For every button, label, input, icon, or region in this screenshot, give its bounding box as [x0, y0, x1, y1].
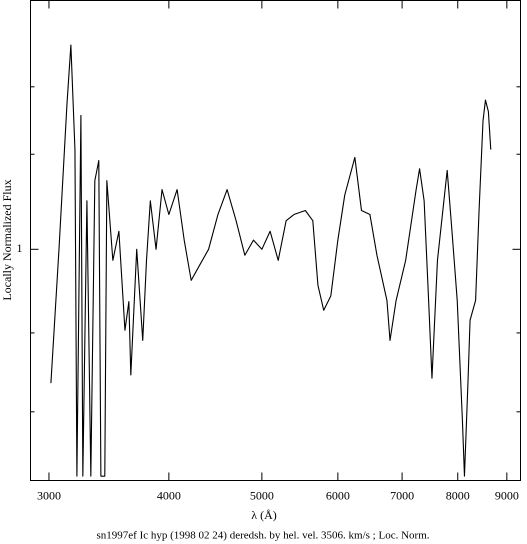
caption: sn1997ef Ic hyp (1998 02 24) deredsh. by… [97, 530, 430, 542]
plot-frame [30, 0, 521, 481]
y-tick-label: 1 [17, 241, 23, 255]
x-tick-label: 9000 [495, 488, 519, 502]
x-tick-label: 7000 [390, 488, 414, 502]
spectrum-line [50, 44, 492, 477]
x-tick-label: 4000 [157, 488, 181, 502]
x-tick-label: 3000 [37, 488, 61, 502]
x-tick-label: 8000 [446, 488, 470, 502]
x-tick-label: 5000 [250, 488, 274, 502]
y-axis-label: Locally Normalized Flux [0, 179, 14, 300]
x-tick-label: 6000 [326, 488, 350, 502]
x-axis-label: λ (Å) [251, 508, 276, 522]
